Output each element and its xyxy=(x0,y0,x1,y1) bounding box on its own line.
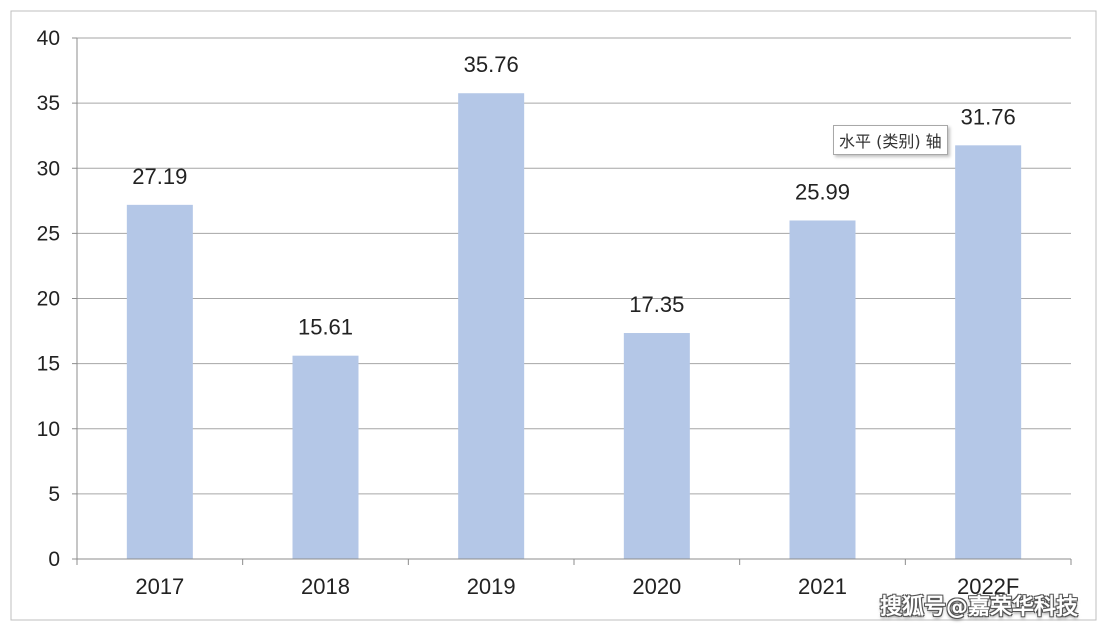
x-tick-label: 2019 xyxy=(467,574,516,599)
y-tick-label: 0 xyxy=(48,548,60,571)
x-tick-label: 2022F xyxy=(957,574,1019,599)
data-label: 25.99 xyxy=(795,179,850,204)
bar-2017[interactable] xyxy=(126,204,193,559)
watermark: 搜狐号@嘉荣华科技 xyxy=(880,595,1079,620)
labels: 0 5 10 15 20 25 30 35 40 27.19 2017 15.61 2018 35.76 2… xyxy=(37,27,1020,599)
bar-2018[interactable] xyxy=(292,355,359,559)
axis-tooltip: 水平 (类别) 轴 xyxy=(833,125,948,155)
y-tick-label: 10 xyxy=(37,418,60,441)
data-label: 15.61 xyxy=(298,315,353,340)
y-tick-label: 35 xyxy=(37,92,60,115)
y-tick-label: 15 xyxy=(37,353,60,376)
bar-2021[interactable] xyxy=(789,220,856,559)
data-label: 31.76 xyxy=(961,104,1016,129)
x-tick-label: 2018 xyxy=(301,574,350,599)
data-label: 27.19 xyxy=(132,164,187,189)
x-tick-label: 2017 xyxy=(135,574,184,599)
bars xyxy=(126,93,1022,560)
gridlines xyxy=(77,37,1071,495)
x-tick-label: 2021 xyxy=(798,574,847,599)
y-tick-label: 20 xyxy=(37,288,60,311)
bar-2022F[interactable] xyxy=(955,145,1022,560)
y-tick-label: 5 xyxy=(48,483,60,506)
data-label: 35.76 xyxy=(464,52,519,77)
y-tick-label: 30 xyxy=(37,157,60,180)
bar-2019[interactable] xyxy=(458,93,525,559)
data-label: 17.35 xyxy=(629,292,684,317)
bar-2020[interactable] xyxy=(623,333,690,559)
y-tick-label: 25 xyxy=(37,222,60,245)
x-tick-label: 2020 xyxy=(632,574,681,599)
axes xyxy=(72,37,1072,565)
y-tick-label: 40 xyxy=(37,27,60,50)
